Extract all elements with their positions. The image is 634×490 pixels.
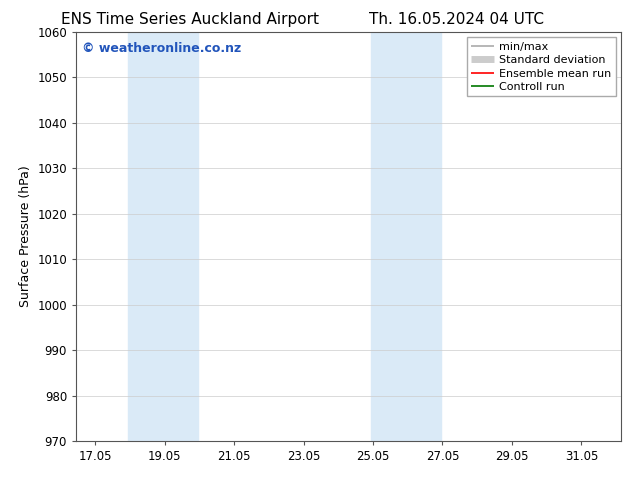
Text: © weatheronline.co.nz: © weatheronline.co.nz [82,42,241,55]
Text: Th. 16.05.2024 04 UTC: Th. 16.05.2024 04 UTC [369,12,544,27]
Text: ENS Time Series Auckland Airport: ENS Time Series Auckland Airport [61,12,319,27]
Bar [128,32,198,441]
Legend: min/max, Standard deviation, Ensemble mean run, Controll run: min/max, Standard deviation, Ensemble me… [467,37,616,97]
Y-axis label: Surface Pressure (hPa): Surface Pressure (hPa) [19,166,32,307]
Bar [372,32,441,441]
